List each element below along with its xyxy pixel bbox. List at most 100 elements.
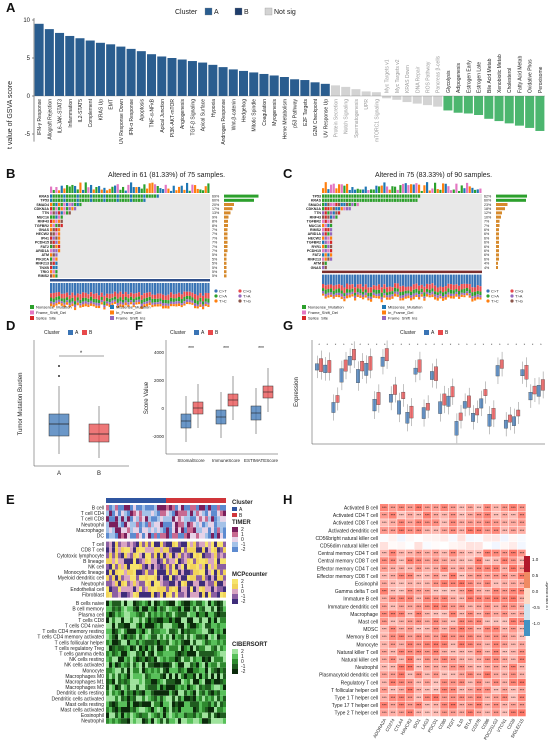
- heatmap-cell: [136, 586, 139, 592]
- titv-bar: [178, 301, 181, 304]
- heatmap-cell: [121, 707, 124, 713]
- titv-bar: [340, 285, 343, 291]
- corr-star: ***: [451, 566, 456, 571]
- heatmap-cell: [163, 600, 166, 607]
- heatmap-cell: [172, 662, 175, 668]
- titv-bar: [394, 293, 397, 297]
- heatmap-cell: [136, 712, 139, 719]
- corr-star: ***: [391, 581, 396, 586]
- corr-star: ***: [502, 611, 507, 616]
- heatmap-cell: [196, 679, 199, 685]
- heatmap-cell: [160, 516, 163, 522]
- heatmap-cell: [163, 662, 166, 668]
- legend-tick: -2: [241, 669, 246, 675]
- immune-box: [532, 385, 537, 395]
- corr-star: ***: [485, 566, 490, 571]
- heatmap-cell: [169, 718, 172, 724]
- tmb-bar: [332, 183, 335, 193]
- immune-box: [323, 364, 328, 373]
- titv-bar: [428, 284, 431, 290]
- titv-bar: [383, 295, 386, 298]
- titv-bar: [380, 292, 383, 297]
- heatmap-cell: [145, 673, 148, 679]
- heatmap-cell: [142, 695, 145, 702]
- titv-bar: [138, 283, 141, 293]
- corr-cell: [500, 648, 509, 656]
- heatmap-cell: [106, 510, 109, 517]
- gsva-bar: [157, 56, 167, 96]
- titv-bar: [415, 283, 418, 289]
- heatmap-row-label: Monocyte: [82, 668, 104, 674]
- corr-star: ***: [442, 642, 447, 647]
- titv-bar: [327, 295, 330, 298]
- heatmap-cell: [208, 701, 211, 707]
- titv-bar: [100, 292, 103, 298]
- titv-legend-label: C>T: [491, 289, 499, 294]
- corr-cell: [405, 633, 414, 641]
- heatmap-cell: [115, 516, 118, 522]
- titv-bar: [362, 297, 365, 300]
- heatmap-cell: [121, 600, 124, 607]
- heatmap-cell: [217, 611, 220, 618]
- gene-freq-bar: [496, 215, 501, 219]
- heatmap-cell: [187, 701, 190, 707]
- heatmap-cell: [130, 541, 133, 548]
- heatmap-cell: [175, 718, 178, 724]
- heatmap-cell: [175, 510, 178, 517]
- titv-bar: [122, 302, 125, 305]
- tmb-bar: [388, 189, 391, 193]
- heatmap-cell: [151, 541, 154, 548]
- heatmap-cell: [172, 505, 175, 511]
- titv-bar: [388, 294, 391, 298]
- heatmap-cell: [112, 645, 115, 651]
- titv-bar: [92, 304, 95, 307]
- corr-star: ***: [485, 619, 490, 624]
- heatmap-cell: [127, 569, 130, 576]
- corr-star: ***: [382, 703, 387, 708]
- outlier: [58, 365, 60, 367]
- titv-bar: [404, 286, 407, 291]
- heatmap-cell: [214, 656, 217, 663]
- corr-cell: [397, 602, 406, 610]
- heatmap-cell: [154, 673, 157, 679]
- heatmap-cell: [199, 611, 202, 618]
- heatmap-cell: [127, 521, 130, 528]
- corr-star: ***: [511, 687, 516, 692]
- heatmap-row-label: Endothelial cell: [70, 587, 104, 593]
- tmb-bar: [394, 186, 397, 193]
- corr-cell: [423, 504, 432, 512]
- heatmap-cell: [214, 547, 217, 553]
- titv-bar: [476, 296, 479, 300]
- heatmap-cell: [133, 541, 136, 548]
- tmb-bar: [434, 182, 437, 193]
- corr-cell: [405, 663, 414, 671]
- tmb-bar: [442, 183, 445, 193]
- heatmap-cell: [127, 645, 130, 651]
- heatmap-cell: [184, 712, 187, 719]
- titv-bar: [479, 297, 482, 300]
- heatmap-cell: [136, 611, 139, 618]
- titv-bar: [50, 293, 53, 298]
- heatmap-cell: [130, 533, 133, 539]
- heatmap-cell: [157, 662, 160, 668]
- heatmap-cell: [223, 673, 226, 679]
- corr-star: ***: [399, 566, 404, 571]
- corr-cell: [405, 656, 414, 664]
- heatmap-cell: [124, 623, 127, 629]
- heatmap-cell: [160, 701, 163, 707]
- titv-bar: [404, 274, 407, 287]
- corr-cell: [397, 504, 406, 512]
- corr-cell: [431, 572, 440, 580]
- heatmap-cell: [118, 505, 121, 511]
- heatmap-cell: [139, 592, 142, 598]
- corr-star: ***: [391, 619, 396, 624]
- mutation-cell: [108, 194, 111, 198]
- titv-bar: [476, 274, 479, 286]
- heatmap-cell: [127, 651, 130, 657]
- legend-tick: 1: [241, 532, 244, 538]
- corr-cell: [500, 511, 509, 519]
- corr-cell: [474, 633, 483, 641]
- heatmap-cell: [148, 712, 151, 719]
- heatmap-cell: [169, 667, 172, 674]
- corr-star: ***: [451, 657, 456, 662]
